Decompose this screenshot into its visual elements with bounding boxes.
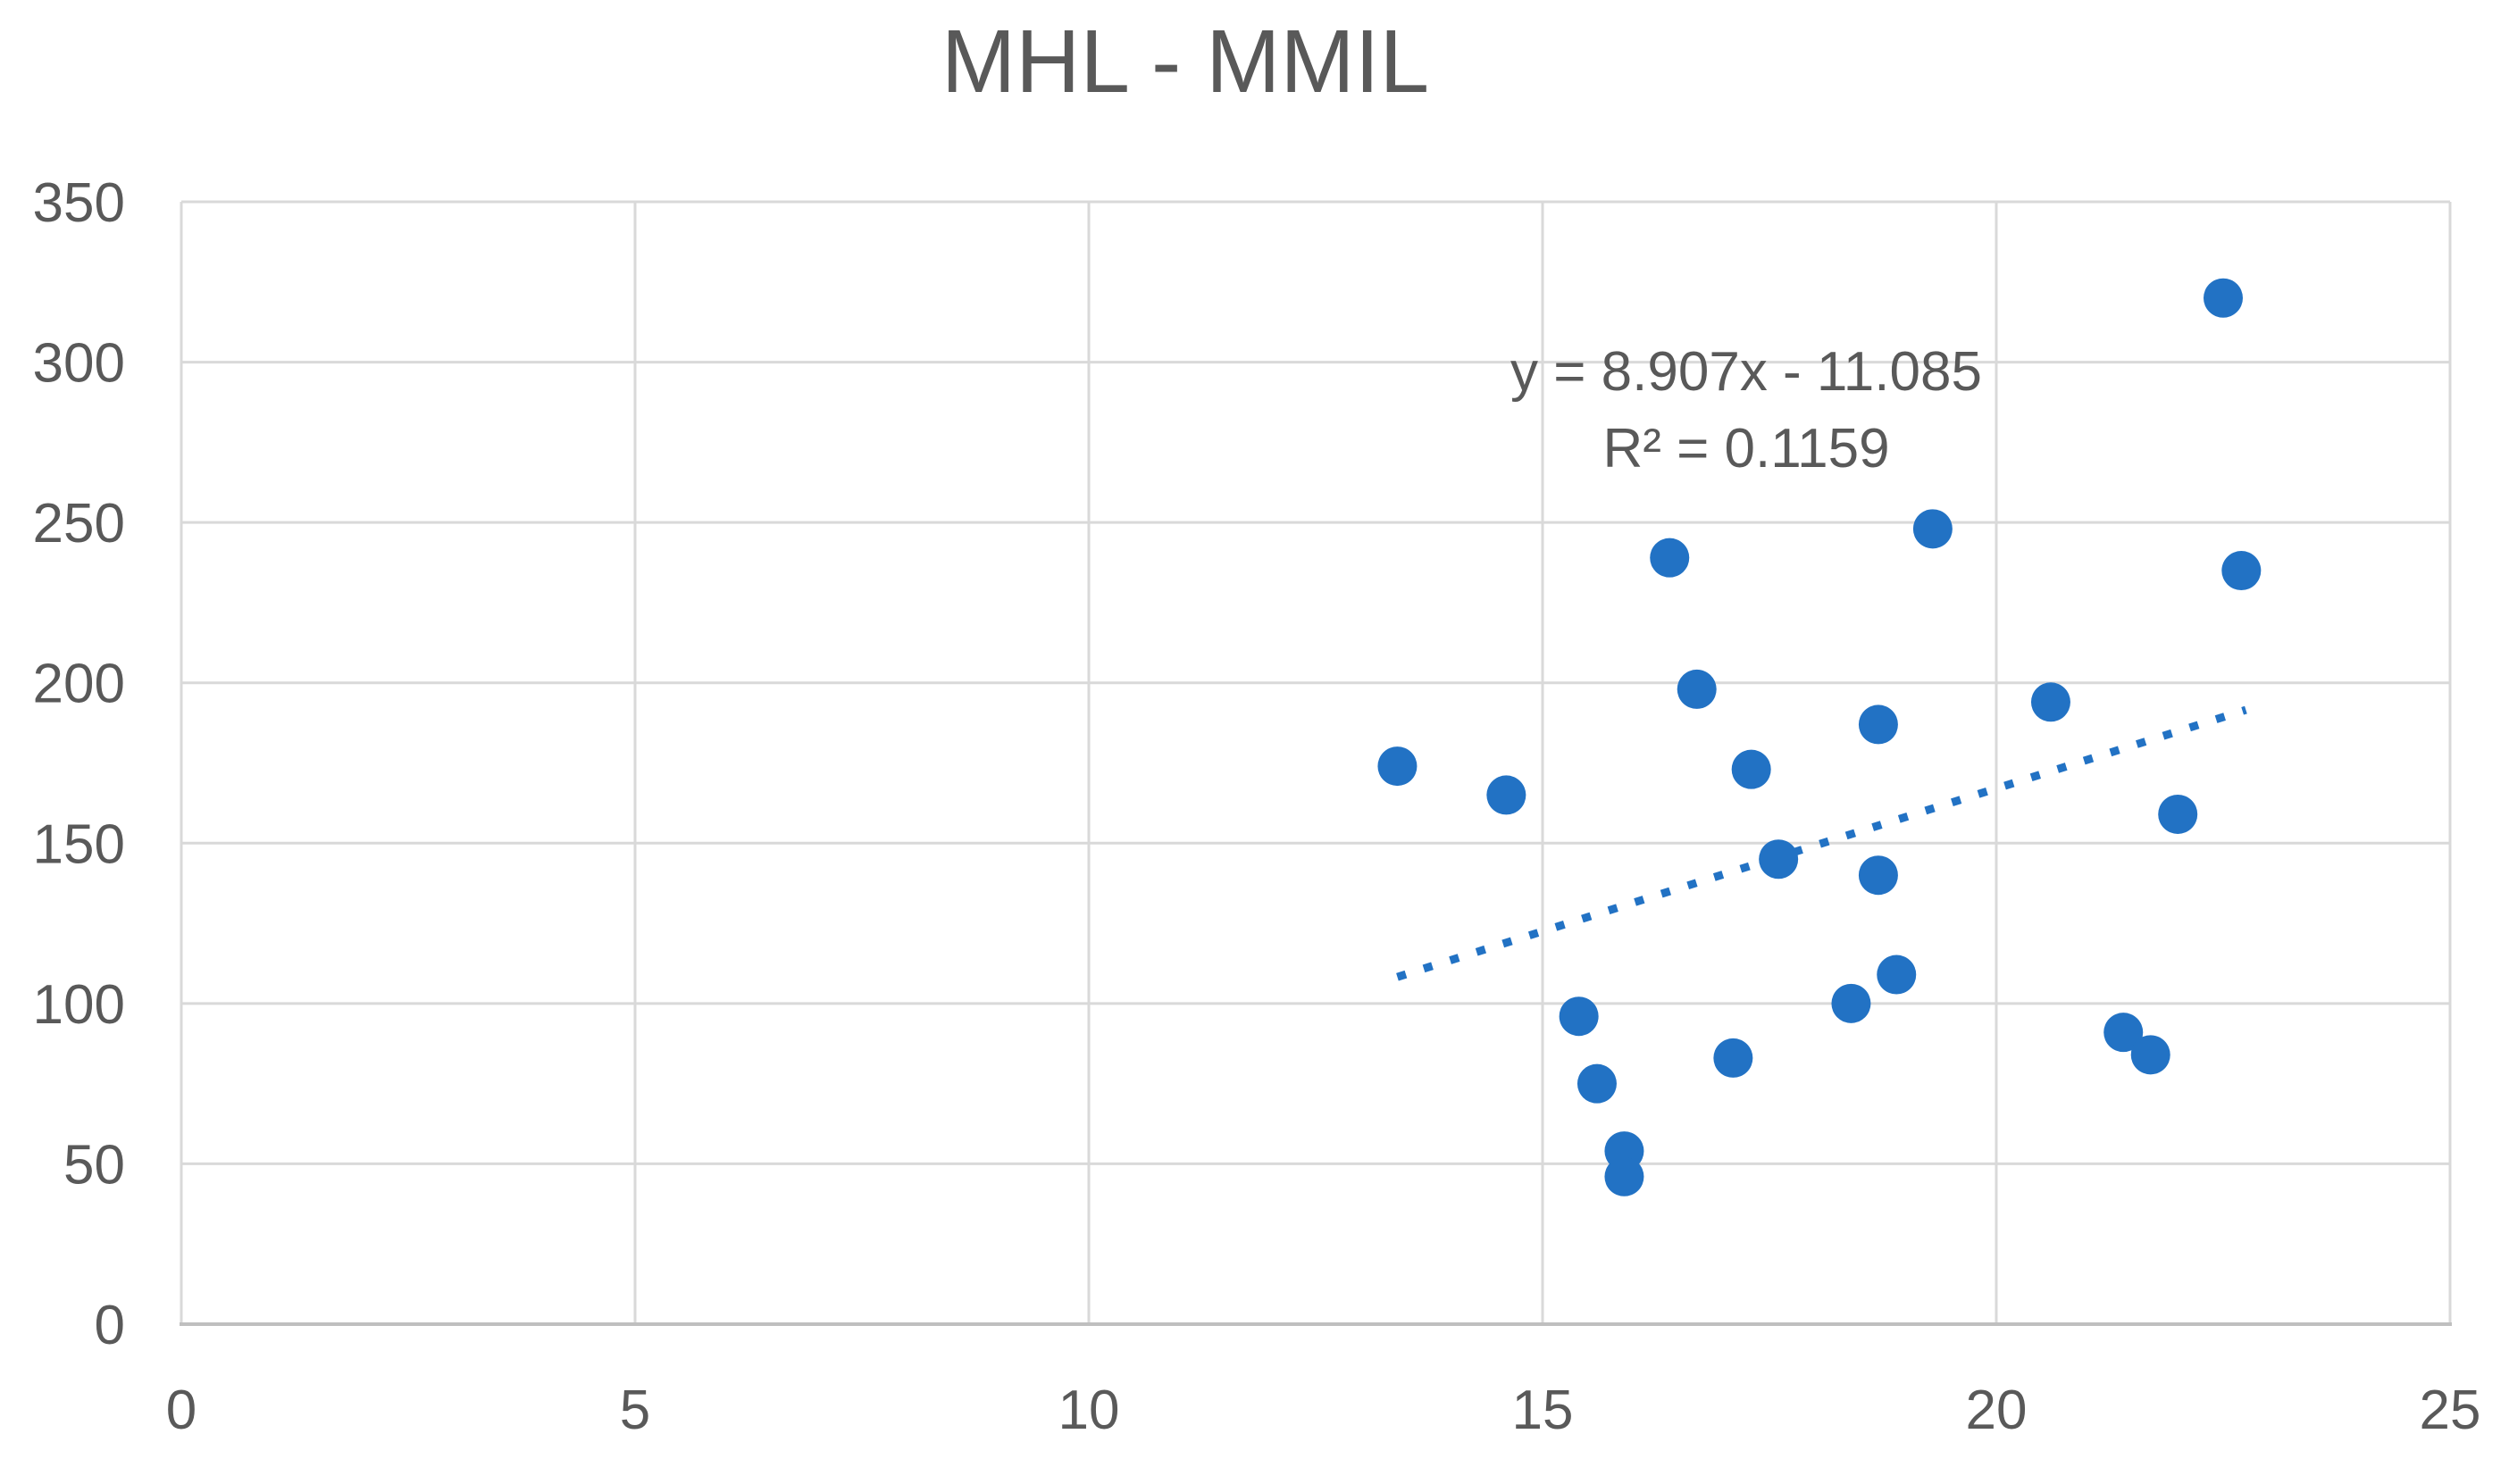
scatter-point[interactable] xyxy=(1858,704,1898,745)
scatter-point[interactable] xyxy=(1877,955,1917,995)
chart-title[interactable]: MHL - MMIL xyxy=(941,12,1429,112)
scatter-point[interactable] xyxy=(1650,538,1690,578)
trendline-r2-label[interactable]: R² = 0.1159 xyxy=(1602,418,1889,479)
y-tick-label-0: 0 xyxy=(95,1295,125,1356)
scatter-point[interactable] xyxy=(2158,794,2198,834)
scatter-point[interactable] xyxy=(1377,746,1418,787)
scatter-point[interactable] xyxy=(1604,1156,1644,1196)
trendline[interactable] xyxy=(1396,705,2247,981)
y-tick-label-50: 50 xyxy=(63,1134,125,1196)
y-tick-label-150: 150 xyxy=(33,813,125,875)
y-tick-label-300: 300 xyxy=(33,333,125,395)
y-axis-tick-labels: 0 50 100 150 200 250 300 350 xyxy=(33,172,125,1356)
x-tick-label-10: 10 xyxy=(1058,1380,1120,1441)
scatter-point[interactable] xyxy=(1713,1038,1753,1078)
y-tick-label-200: 200 xyxy=(33,654,125,715)
scatter-point[interactable] xyxy=(1559,996,1599,1037)
scatter-point[interactable] xyxy=(1576,1063,1617,1104)
scatter-point[interactable] xyxy=(2130,1035,2170,1075)
x-tick-label-25: 25 xyxy=(2420,1380,2481,1441)
scatter-point[interactable] xyxy=(1731,749,1771,789)
scatter-point[interactable] xyxy=(1912,509,1953,549)
x-tick-label-0: 0 xyxy=(166,1380,197,1441)
trendline-equation-label[interactable]: y = 8.907x - 11.085 xyxy=(1510,341,1982,403)
scatter-point[interactable] xyxy=(1759,839,1799,880)
x-tick-label-20: 20 xyxy=(1966,1380,2028,1441)
y-tick-label-350: 350 xyxy=(33,172,125,234)
scatter-point[interactable] xyxy=(2103,1013,2144,1053)
data-point-group xyxy=(1377,278,2262,1196)
scatter-point[interactable] xyxy=(1831,983,1871,1023)
scatter-point[interactable] xyxy=(2221,551,2262,591)
scatter-point[interactable] xyxy=(2030,682,2070,722)
x-axis-tick-labels: 0 5 10 15 20 25 xyxy=(166,1380,2481,1441)
scatter-point[interactable] xyxy=(1486,775,1526,815)
x-tick-label-5: 5 xyxy=(620,1380,650,1441)
scatter-point[interactable] xyxy=(2204,278,2243,318)
scatter-point[interactable] xyxy=(1858,855,1898,896)
y-tick-label-100: 100 xyxy=(33,974,125,1036)
y-tick-label-250: 250 xyxy=(33,493,125,554)
trendline-group xyxy=(1396,705,2247,981)
x-tick-label-15: 15 xyxy=(1512,1380,1574,1441)
gridlines xyxy=(180,200,2452,1324)
scatter-point[interactable] xyxy=(1677,669,1717,709)
